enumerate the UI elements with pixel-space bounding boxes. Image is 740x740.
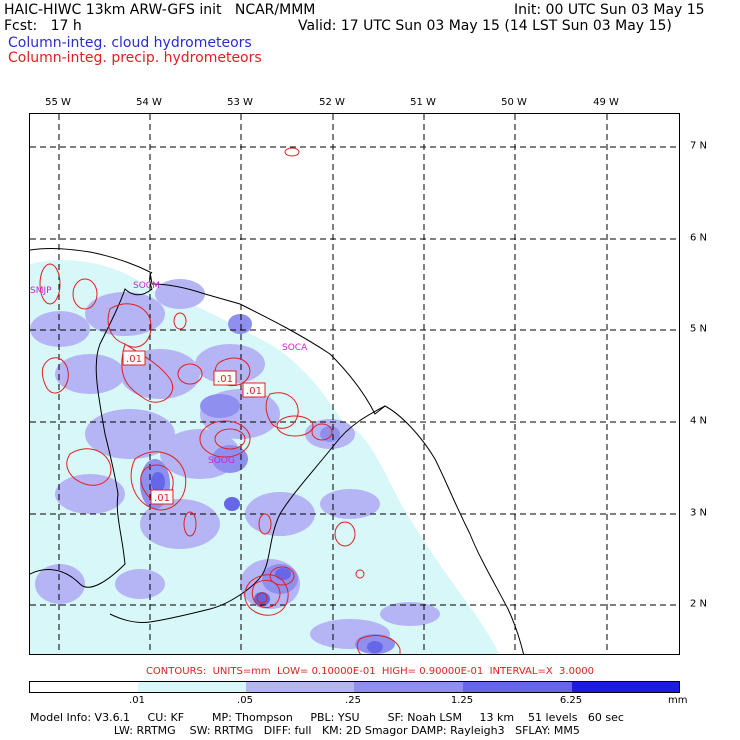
- colorbar-segment: [463, 682, 572, 692]
- lon-label: 53 W: [227, 97, 253, 108]
- contour-label: .01: [217, 374, 233, 385]
- station-smjp: SMJP: [30, 286, 52, 296]
- colorbar-segment: [30, 682, 138, 692]
- lon-label: 52 W: [319, 97, 345, 108]
- colorbar-segment: [572, 682, 679, 692]
- lat-label: 2 N: [690, 598, 708, 610]
- station-soca: SOCA: [282, 343, 308, 353]
- colorbar: [29, 681, 680, 693]
- lon-label: 51 W: [410, 97, 436, 108]
- model-info-line2: LW: RRTMG SW: RRTMG DIFF: full KM: 2D Sm…: [30, 724, 580, 737]
- contour-label: .01: [126, 354, 142, 365]
- map-panel: .01 .01 .01 .01 SMJP SOCM SOCA SOOG: [29, 113, 680, 655]
- lat-label: 7 N: [690, 140, 708, 152]
- colorbar-segment: [354, 682, 463, 692]
- lat-label: 5 N: [690, 323, 708, 335]
- coastline: [30, 248, 525, 654]
- valid-time: Valid: 17 UTC Sun 03 May 15 (14 LST Sun …: [298, 18, 672, 34]
- station-soog: SOOG: [208, 456, 235, 466]
- lon-label: 50 W: [501, 97, 527, 108]
- legend-cloud: Column-integ. cloud hydrometeors: [8, 35, 252, 51]
- forecast-hour: Fcst: 17 h: [4, 18, 82, 34]
- colorbar-units: mm: [668, 695, 688, 706]
- colorbar-segment: [246, 682, 354, 692]
- contour-label: .01: [246, 386, 262, 397]
- lat-label: 4 N: [690, 415, 708, 427]
- map-canvas: .01 .01 .01 .01 SMJP SOCM SOCA SOOG: [30, 114, 679, 654]
- lon-label: 55 W: [45, 97, 71, 108]
- contour-label-group: .01 .01 .01 .01: [122, 350, 266, 505]
- colorbar-label: 1.25: [450, 695, 474, 706]
- lon-label: 54 W: [136, 97, 162, 108]
- station-socm: SOCM: [133, 281, 160, 291]
- colorbar-label: .05: [237, 695, 253, 706]
- lat-label: 3 N: [690, 507, 708, 519]
- lon-label: 49 W: [593, 97, 619, 108]
- cloud-intense: [151, 472, 383, 653]
- contours-info: CONTOURS: UNITS=mm LOW= 0.10000E-01 HIGH…: [145, 666, 595, 677]
- station-labels: SMJP SOCM SOCA SOOG: [30, 281, 308, 466]
- contour-label: .01: [154, 493, 170, 504]
- model-info-line1: Model Info: V3.6.1 CU: KF MP: Thompson P…: [30, 711, 624, 724]
- colorbar-label: .25: [345, 695, 361, 706]
- colorbar-label: 6.25: [559, 695, 583, 706]
- legend-precip: Column-integ. precip. hydrometeors: [8, 50, 262, 66]
- lat-label: 6 N: [690, 232, 708, 244]
- border-lines: [30, 271, 386, 623]
- colorbar-label: .01: [129, 695, 145, 706]
- plot-title: HAIC-HIWC 13km ARW-GFS init NCAR/MMM: [4, 2, 316, 18]
- init-time: Init: 00 UTC Sun 03 May 15: [514, 2, 705, 18]
- graticule: [30, 114, 679, 654]
- colorbar-segment: [138, 682, 246, 692]
